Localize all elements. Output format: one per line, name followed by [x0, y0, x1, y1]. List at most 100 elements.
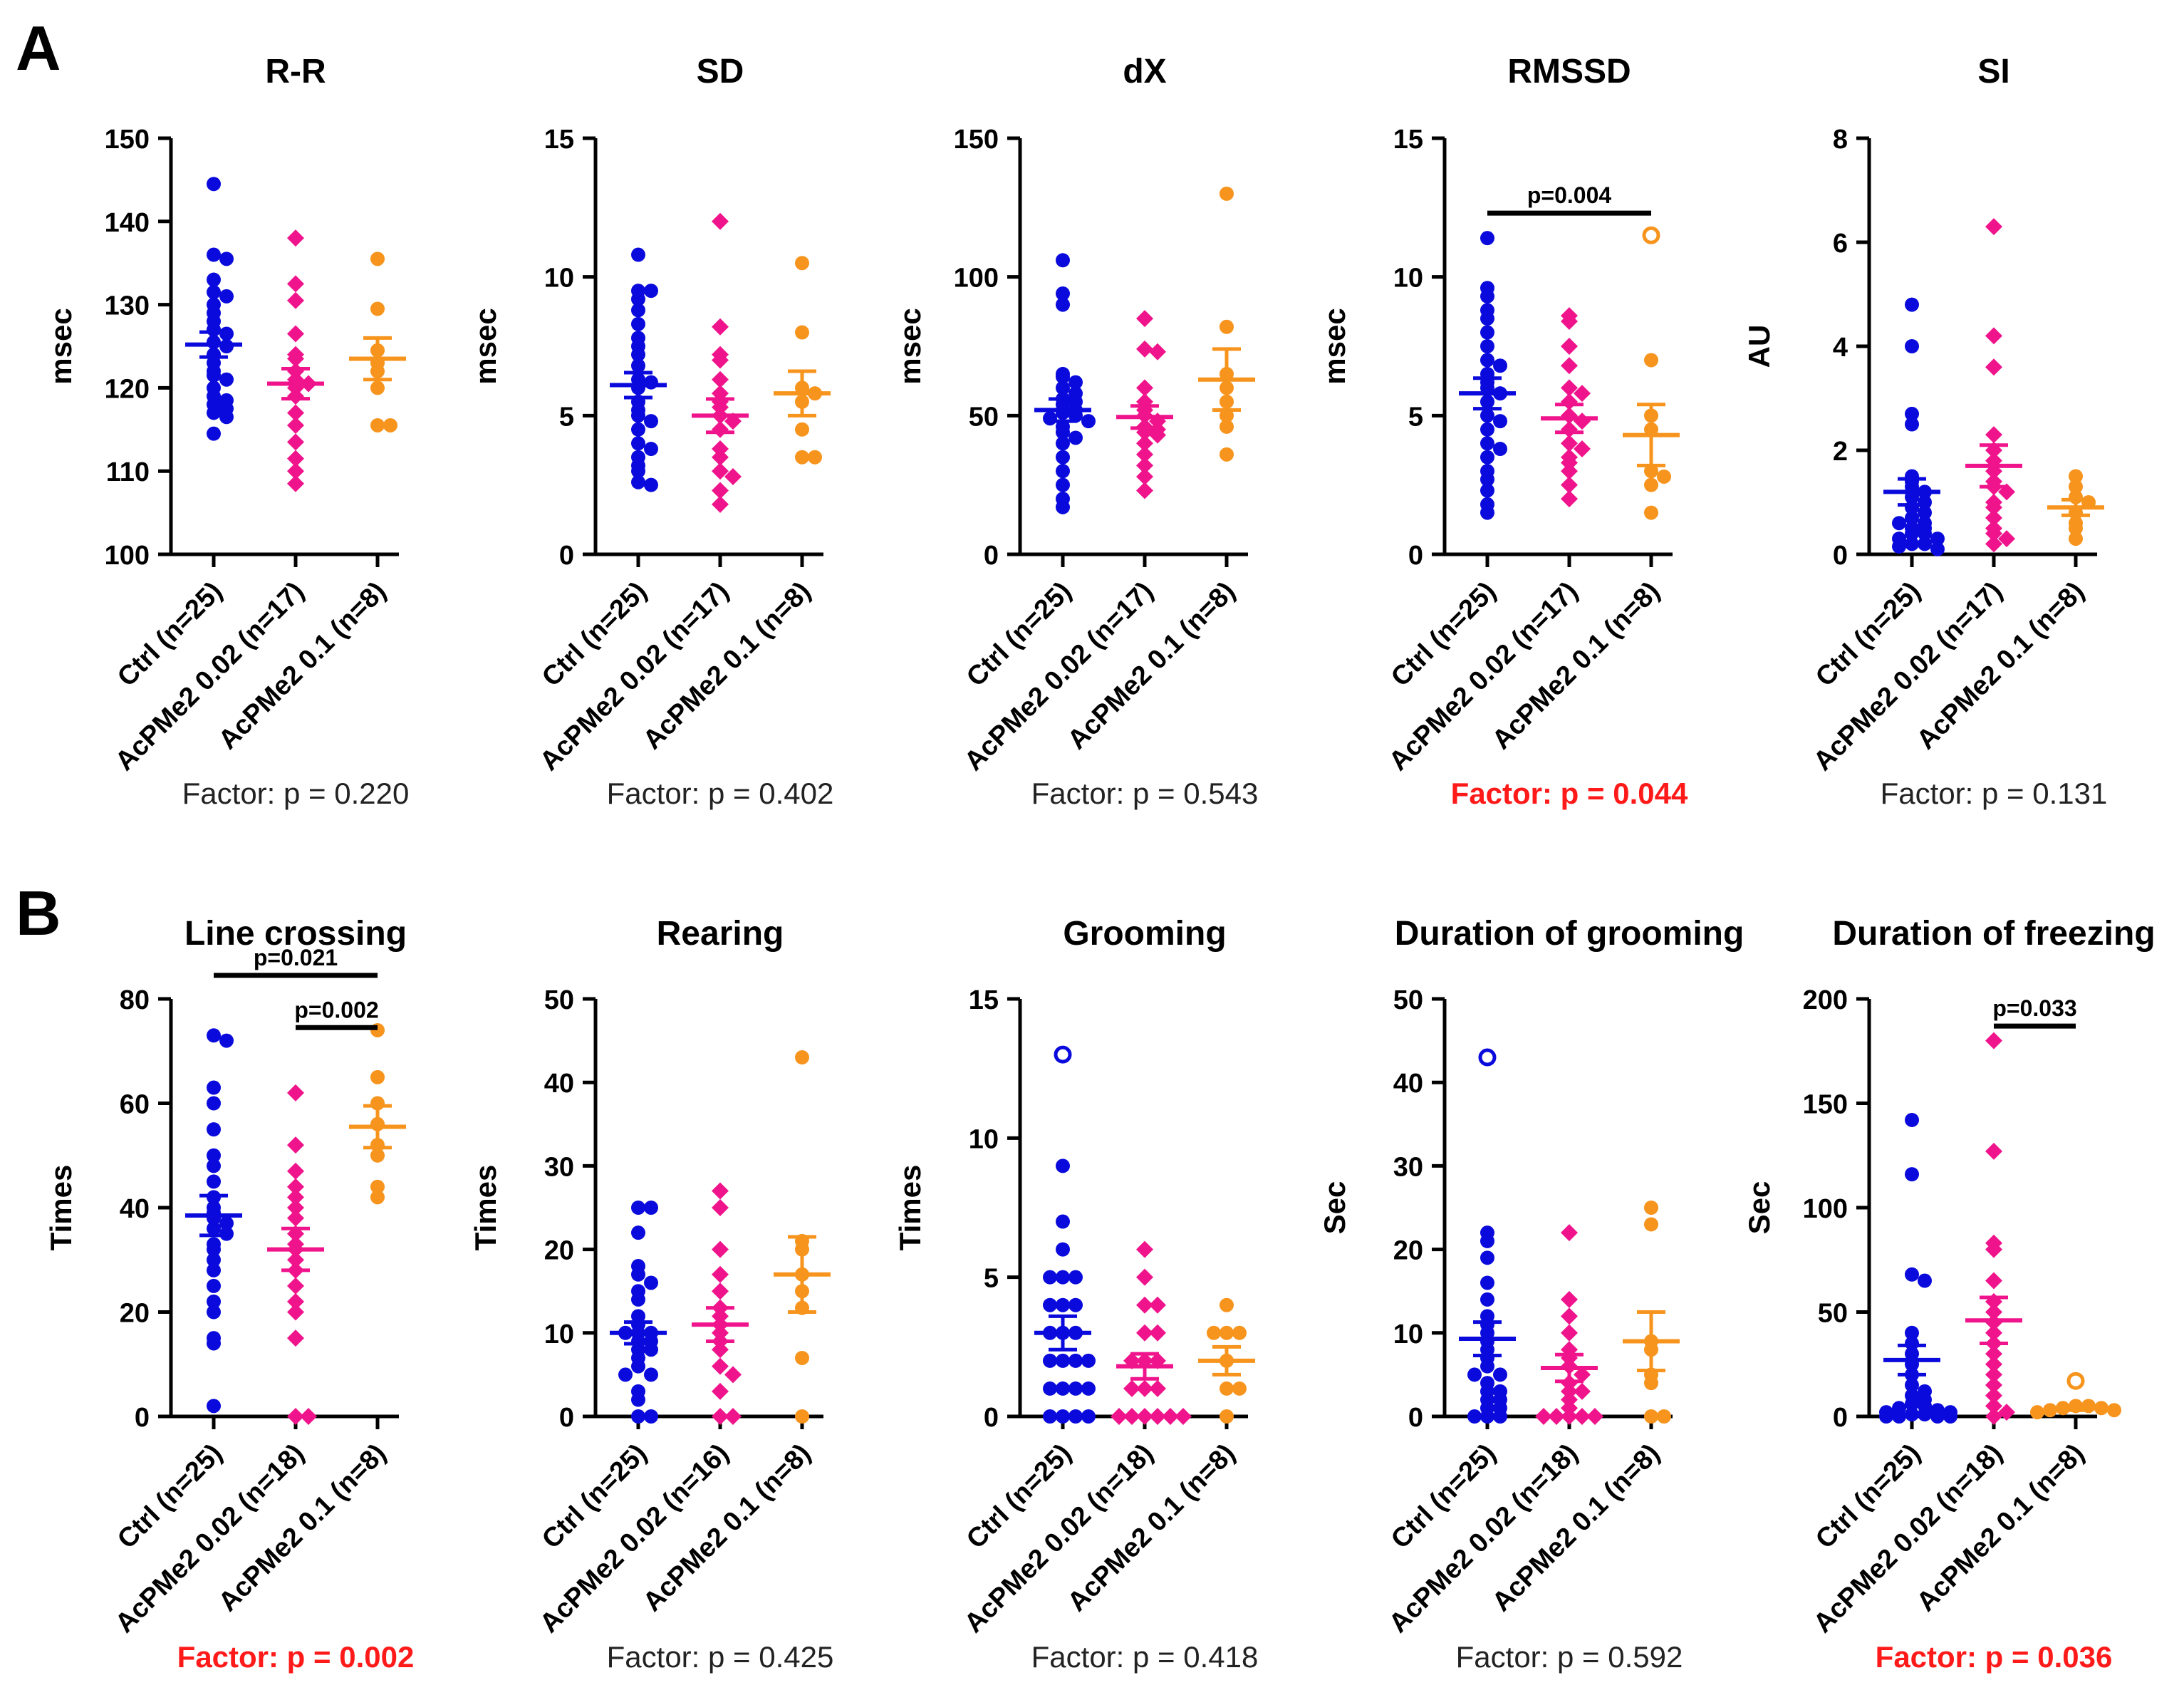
data-point [219, 1033, 234, 1048]
data-point [219, 1215, 234, 1230]
data-point [1985, 1272, 2002, 1290]
data-point [287, 1162, 304, 1180]
y-tick-label: 200 [1803, 985, 1848, 1015]
y-tick-label: 6 [1833, 229, 1848, 259]
data-point [1136, 1268, 1153, 1286]
data-point [1232, 1381, 1247, 1396]
data-point [644, 477, 658, 492]
data-point [1918, 1407, 1932, 1422]
data-point [207, 1122, 221, 1137]
data-point [1930, 541, 1945, 556]
y-tick-label: 30 [544, 1152, 574, 1182]
data-point [1644, 505, 1658, 520]
data-point [370, 1179, 385, 1194]
data-point [219, 372, 234, 387]
data-point [712, 1357, 729, 1375]
data-point [618, 1367, 633, 1382]
data-point [1657, 469, 1671, 484]
data-point [795, 256, 809, 271]
data-point [1480, 436, 1494, 451]
data-point [207, 1158, 221, 1173]
data-point [300, 1408, 317, 1425]
data-point [1149, 426, 1166, 444]
data-point [1657, 1409, 1671, 1424]
data-point [1480, 483, 1494, 498]
data-point [207, 1174, 221, 1189]
data-point [287, 475, 304, 492]
data-point [1480, 1292, 1494, 1307]
data-point [1480, 1233, 1494, 1248]
factor-p-value: Factor: p = 0.418 [1031, 1640, 1259, 1674]
data-point [1985, 1032, 2002, 1049]
y-tick-label: 110 [106, 457, 150, 487]
data-point [631, 1225, 645, 1240]
data-point [1905, 1378, 1919, 1393]
data-point [1561, 357, 1578, 375]
data-point [712, 482, 729, 499]
data-point [1056, 253, 1070, 268]
data-point [1561, 379, 1578, 397]
data-point [1056, 436, 1070, 451]
data-point [1561, 1224, 1578, 1242]
data-point [1220, 319, 1234, 334]
data-point [1480, 339, 1494, 353]
data-point [370, 418, 385, 432]
data-point [1985, 499, 2002, 517]
data-point [1905, 417, 1919, 432]
data-point [287, 1188, 304, 1206]
factor-p-value: Factor: p = 0.425 [607, 1640, 834, 1674]
data-point [1480, 505, 1494, 520]
data-point [1985, 1366, 2002, 1384]
data-point [370, 1148, 385, 1163]
data-point [1149, 1379, 1166, 1397]
data-point [1985, 535, 2002, 553]
y-tick-label: 0 [984, 541, 999, 571]
data-point [1985, 1408, 2002, 1425]
data-point [287, 1199, 304, 1216]
data-point [1056, 286, 1070, 301]
data-point [207, 1242, 221, 1257]
data-point [1043, 1409, 1057, 1424]
data-point [287, 1209, 304, 1227]
y-axis-label: msec [44, 308, 78, 384]
data-point [1480, 408, 1494, 423]
chart-title: Duration of grooming [1395, 915, 1744, 953]
y-tick-label: 0 [559, 541, 574, 571]
data-point [795, 1409, 809, 1424]
data-point [1561, 338, 1578, 355]
data-point [1136, 379, 1153, 397]
data-point [1056, 1242, 1070, 1257]
data-point [287, 450, 304, 467]
data-point [1123, 1379, 1140, 1397]
chart-title: R-R [265, 53, 326, 90]
data-point [2107, 1403, 2121, 1418]
data-point [1480, 311, 1494, 326]
data-point [1480, 1250, 1494, 1265]
chart-title: SD [697, 53, 744, 90]
data-point [1574, 1408, 1591, 1425]
chart-title: RMSSD [1507, 53, 1631, 90]
data-point [1574, 1382, 1591, 1400]
significance-label: p=0.004 [1527, 182, 1612, 208]
y-tick-label: 2 [1833, 437, 1848, 467]
data-point [1480, 422, 1494, 437]
y-tick-label: 20 [1393, 1236, 1423, 1266]
data-point [795, 1350, 809, 1365]
data-point [631, 303, 645, 318]
y-tick-label: 100 [954, 264, 999, 294]
data-point [712, 318, 729, 336]
data-point [207, 1148, 221, 1163]
data-point [287, 416, 304, 434]
data-point [1561, 312, 1578, 330]
data-point [207, 1399, 221, 1414]
data-point [1985, 1386, 2002, 1404]
data-point [1561, 435, 1578, 452]
y-tick-label: 4 [1833, 333, 1848, 363]
data-point [287, 1277, 304, 1295]
data-point [1220, 408, 1234, 423]
data-point [1043, 1353, 1057, 1368]
data-point [1056, 450, 1070, 465]
data-point [1149, 1408, 1166, 1425]
data-point [1111, 1408, 1128, 1425]
